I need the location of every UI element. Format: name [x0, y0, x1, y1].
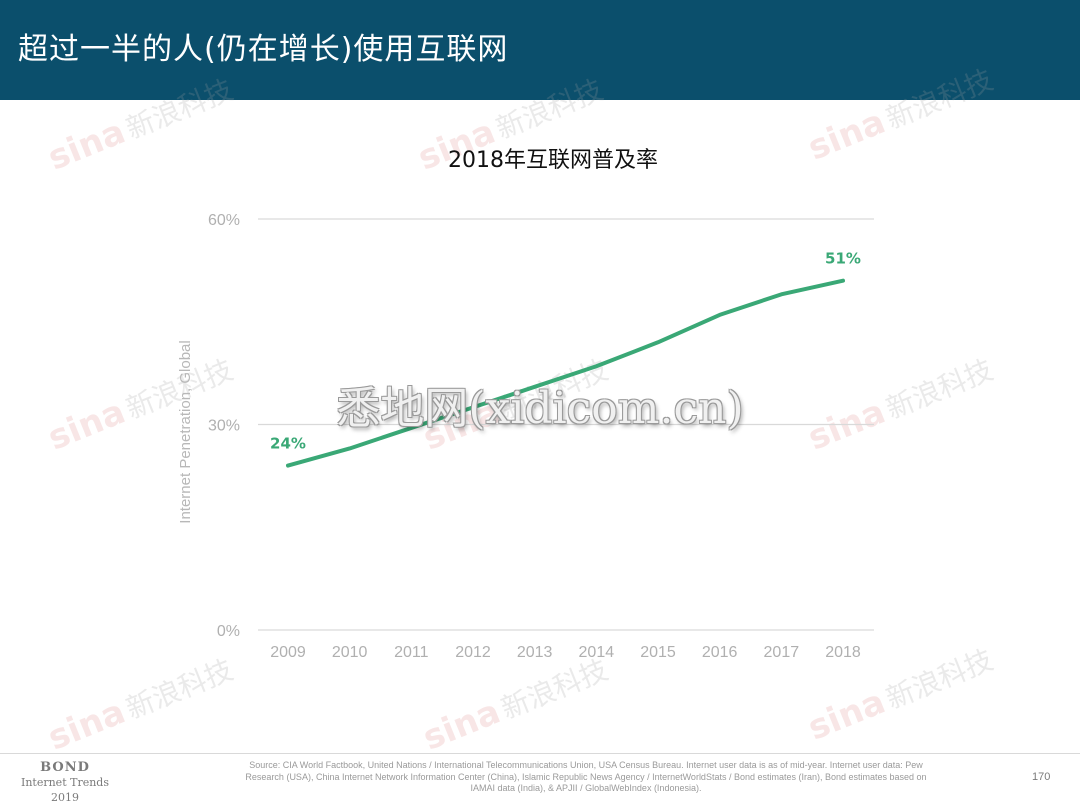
- x-tick-label: 2012: [455, 644, 491, 661]
- brand-logo: BOND Internet Trends 2019: [0, 760, 130, 805]
- x-tick-label: 2016: [702, 644, 738, 661]
- series-line: [286, 278, 845, 468]
- y-tick-labels: 0% 30% 60%: [208, 212, 240, 640]
- brand-line-2: Internet Trends: [20, 776, 109, 789]
- data-label: 51%: [825, 250, 861, 268]
- x-tick-label: 2018: [825, 644, 861, 661]
- y-tick-label: 0%: [217, 623, 240, 640]
- page-title: 超过一半的人(仍在增长)使用互联网: [18, 32, 509, 67]
- data-labels: 24% 51%: [270, 250, 861, 453]
- x-tick-labels: 2009 2010 2011 2012 2013 2014 2015 2016 2017 2018: [270, 644, 861, 661]
- y-axis-label: Internet Penetration, Global: [177, 340, 194, 523]
- x-tick-label: 2010: [332, 644, 368, 661]
- data-label: 24%: [270, 435, 306, 453]
- x-tick-label: 2015: [640, 644, 676, 661]
- footer-divider: [0, 753, 1080, 754]
- series-lines: [286, 278, 845, 468]
- source-note: Source: CIA World Factbook, United Natio…: [245, 760, 927, 793]
- header-bar: 超过一半的人(仍在增长)使用互联网: [0, 0, 1080, 100]
- page-number: 170: [1032, 771, 1051, 783]
- chart-title: 2018年互联网普及率: [448, 148, 658, 173]
- x-tick-label: 2014: [579, 644, 615, 661]
- x-tick-label: 2009: [270, 644, 306, 661]
- y-tick-label: 60%: [208, 212, 240, 229]
- brand-line-3: 2019: [51, 791, 79, 804]
- x-tick-label: 2017: [764, 644, 800, 661]
- grid-lines: [258, 218, 874, 631]
- x-tick-label: 2011: [394, 644, 429, 661]
- brand-line-1: BOND: [40, 760, 90, 775]
- y-tick-label: 30%: [208, 418, 240, 435]
- x-tick-label: 2013: [517, 644, 553, 661]
